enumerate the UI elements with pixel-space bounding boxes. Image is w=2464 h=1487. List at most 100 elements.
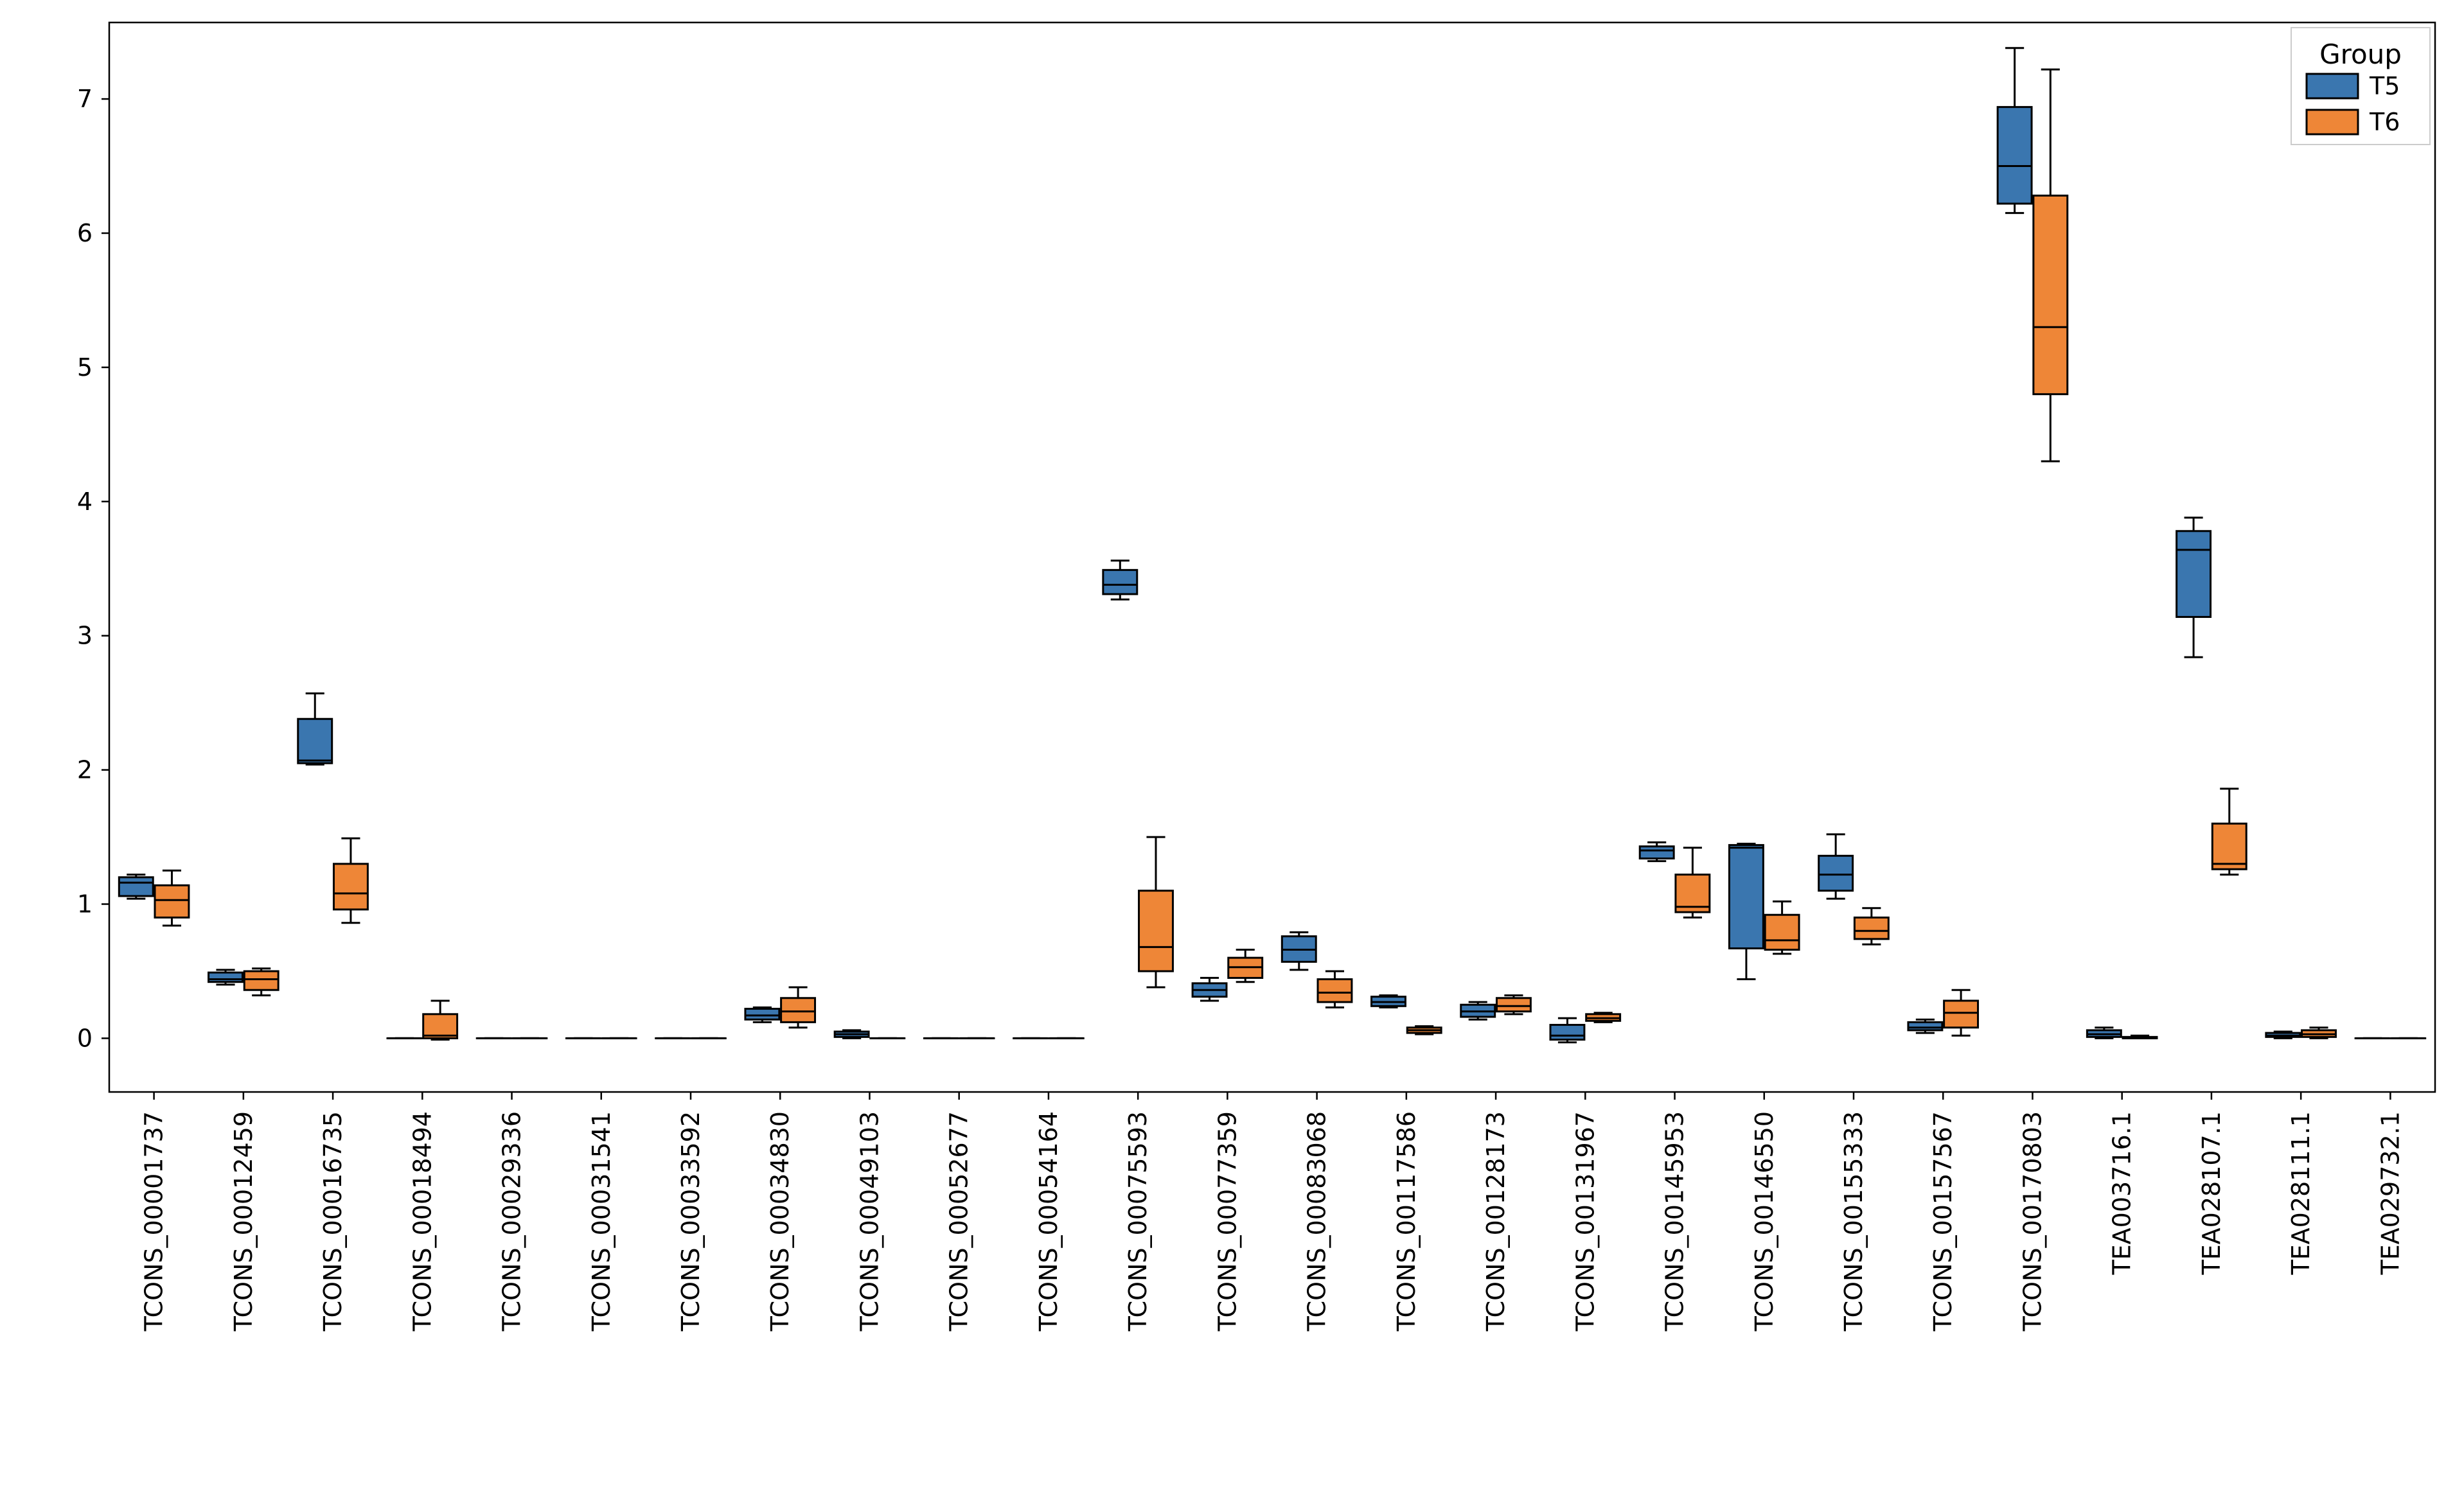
x-tick-label: TCONS_00131967 <box>1571 1111 1599 1332</box>
x-tick-label: TEA029732.1 <box>2376 1111 2404 1276</box>
box-T5-16 <box>1550 1018 1584 1043</box>
legend: GroupT5 T6 <box>2291 28 2430 145</box>
box-T6-21 <box>2034 69 2068 461</box>
box-rect <box>1819 856 1853 890</box>
box-T6-18 <box>1765 901 1799 953</box>
box-rect <box>1496 998 1530 1012</box>
box-rect <box>1139 891 1173 971</box>
x-tick-label: TCONS_00054164 <box>1034 1111 1063 1332</box>
x-tick-label: TCONS_00029336 <box>498 1111 526 1332</box>
x-tick-label: TCONS_00033592 <box>677 1111 705 1332</box>
x-tick-label: TCONS_00083068 <box>1303 1111 1331 1332</box>
box-rect <box>1765 915 1799 949</box>
box-T6-1 <box>244 969 278 996</box>
y-tick-label: 0 <box>77 1024 93 1052</box>
box-T5-0 <box>119 875 153 899</box>
box-rect <box>1944 1001 1978 1028</box>
legend-swatch <box>2307 74 2358 98</box>
boxplot-chart: 0 1 2 3 4 5 6 7 TCONS_00001737 TCONS_00012459 TCON… <box>0 0 2464 1487</box>
box-rect <box>1318 980 1352 1003</box>
x-tick-label: TCONS_00001737 <box>140 1111 168 1332</box>
x-tick-label: TCONS_00034830 <box>766 1111 794 1332</box>
box-T5-13 <box>1282 932 1316 969</box>
box-T6-7 <box>781 987 815 1028</box>
plot-frame <box>109 22 2435 1092</box>
box-T6-15 <box>1496 996 1530 1014</box>
y-tick-label: 4 <box>77 488 93 516</box>
x-tick-label: TCONS_00145953 <box>1661 1111 1689 1332</box>
x-tick-label: TCONS_00018494 <box>408 1111 436 1332</box>
box-rect <box>2177 531 2211 617</box>
box-T6-12 <box>1228 950 1263 982</box>
x-tick-label: TCONS_00128173 <box>1482 1111 1510 1332</box>
box-T5-22 <box>2087 1028 2121 1039</box>
legend-title: Group <box>2319 39 2402 70</box>
x-tick-label: TCONS_00155333 <box>1839 1111 1868 1332</box>
chart-svg: 0 1 2 3 4 5 6 7 TCONS_00001737 TCONS_00012459 TCON… <box>0 0 2464 1487</box>
box-T6-2 <box>333 838 368 923</box>
box-T6-13 <box>1318 971 1352 1007</box>
box-T6-14 <box>1407 1026 1441 1035</box>
box-T5-12 <box>1192 978 1227 1001</box>
box-rect <box>298 719 332 763</box>
box-T6-11 <box>1139 837 1173 987</box>
y-tick-label: 2 <box>77 756 93 784</box>
box-T5-14 <box>1372 996 1406 1008</box>
box-T5-19 <box>1819 834 1853 899</box>
box-T5-15 <box>1461 1002 1495 1019</box>
x-tick-label: TCONS_00075593 <box>1124 1111 1152 1332</box>
box-rect <box>244 971 278 990</box>
box-T5-2 <box>298 694 332 765</box>
x-tick-label: TCONS_00146550 <box>1750 1111 1778 1332</box>
x-tick-label: TCONS_00117586 <box>1392 1111 1421 1332</box>
legend-label: T6 <box>2369 108 2400 136</box>
y-tick-label: 3 <box>77 622 93 650</box>
x-tick-label: TEA003716.1 <box>2108 1111 2136 1276</box>
box-rect <box>1998 107 2032 204</box>
box-rect <box>2212 823 2246 869</box>
x-tick-label: TCONS_00077359 <box>1213 1111 1241 1332</box>
box-T6-20 <box>1944 990 1978 1035</box>
box-rect <box>2034 195 2068 394</box>
box-rect <box>1854 917 1888 938</box>
box-T6-0 <box>155 870 189 926</box>
x-tick-label: TCONS_00016735 <box>319 1111 347 1332</box>
box-rect <box>1908 1022 1942 1030</box>
y-tick-label: 1 <box>77 890 93 919</box>
box-rect <box>155 885 189 917</box>
box-T6-19 <box>1854 908 1888 944</box>
y-tick-label: 6 <box>77 219 93 247</box>
box-T5-1 <box>209 970 243 985</box>
x-tick-label: TCONS_00157567 <box>1929 1111 1957 1332</box>
box-rect <box>119 877 153 896</box>
box-T5-24 <box>2266 1032 2300 1038</box>
box-T5-8 <box>835 1030 869 1039</box>
y-tick-label: 7 <box>77 85 93 113</box>
box-T5-21 <box>1998 48 2032 213</box>
box-T5-18 <box>1729 844 1763 980</box>
box-T5-23 <box>2177 518 2211 657</box>
x-tick-label: TEA028111.1 <box>2287 1111 2315 1276</box>
box-T5-7 <box>745 1007 779 1022</box>
y-tick-label: 5 <box>77 353 93 382</box>
x-tick-label: TCONS_00052677 <box>945 1111 973 1332</box>
box-T5-20 <box>1908 1019 1942 1033</box>
box-T5-17 <box>1640 842 1674 861</box>
box-rect <box>209 972 243 982</box>
box-rect <box>781 998 815 1023</box>
box-rect <box>333 864 368 910</box>
x-tick-label: TEA028107.1 <box>2197 1111 2226 1276</box>
box-T6-17 <box>1676 848 1710 918</box>
box-rect <box>1729 845 1763 949</box>
box-rect <box>1640 847 1674 859</box>
box-T6-3 <box>423 1001 457 1040</box>
box-T6-24 <box>2302 1028 2336 1039</box>
box-T6-22 <box>2123 1035 2157 1038</box>
box-T6-23 <box>2212 789 2246 875</box>
box-rect <box>1550 1025 1584 1040</box>
x-tick-label: TCONS_00031541 <box>587 1111 616 1332</box>
legend-label: T5 <box>2369 72 2400 100</box>
box-T5-11 <box>1103 561 1137 600</box>
x-tick-label: TCONS_00012459 <box>229 1111 258 1332</box>
x-tick-label: TCONS_00170803 <box>2018 1111 2046 1332</box>
